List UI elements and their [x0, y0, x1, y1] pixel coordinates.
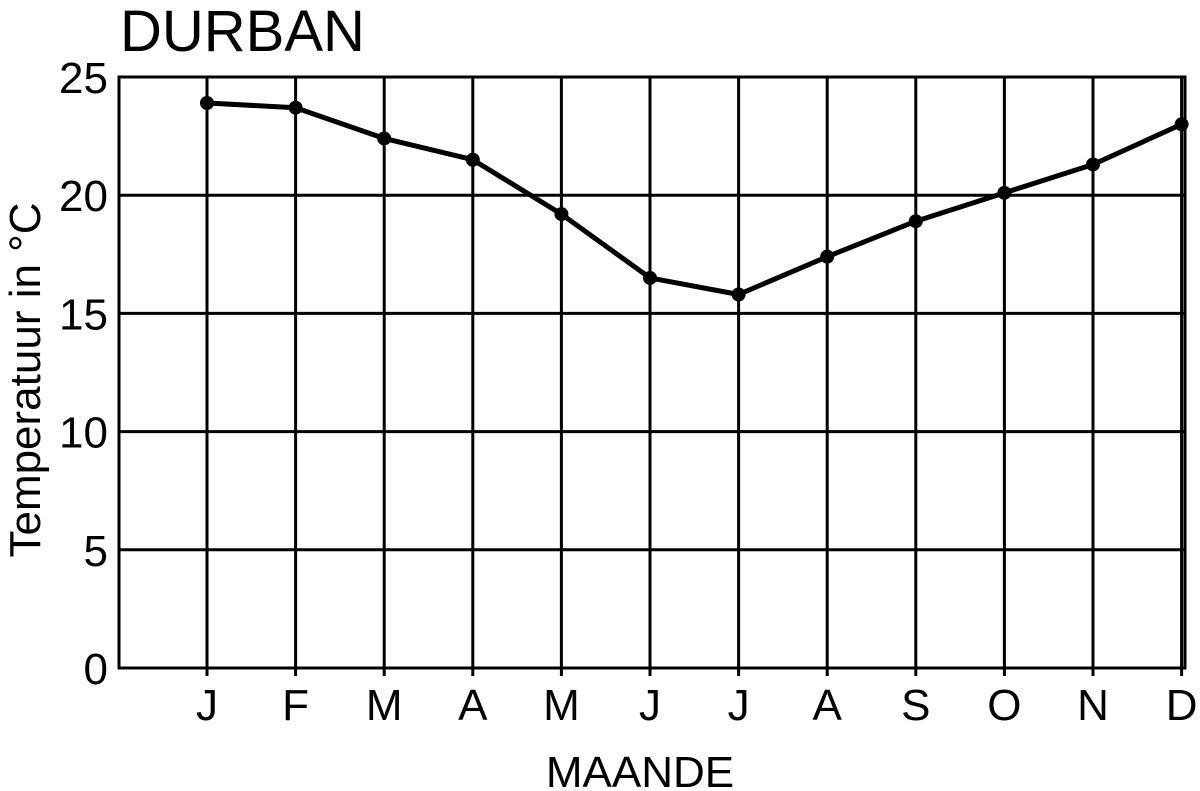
plot-border	[117, 75, 1187, 670]
x-axis-label: MAANDE	[546, 748, 734, 791]
data-point-7	[731, 287, 746, 302]
data-point-12	[1174, 117, 1189, 132]
x-tick-label-4: A	[458, 681, 488, 730]
horizontal-gridlines	[119, 75, 1185, 670]
x-tick-label-11: N	[1077, 681, 1109, 730]
x-tick-label-8: A	[813, 681, 843, 730]
x-tick-label-12: D	[1166, 681, 1198, 730]
data-point-2	[288, 100, 303, 115]
series-group	[200, 96, 1189, 302]
x-tick-label-5: M	[543, 681, 580, 730]
x-tick-label-1: J	[196, 681, 218, 730]
data-point-4	[465, 152, 480, 167]
vertical-gridlines	[205, 77, 1184, 668]
x-tick-label-3: M	[366, 681, 403, 730]
y-tick-label-20: 20	[59, 172, 108, 221]
y-tick-label-5: 5	[84, 527, 108, 576]
data-point-10	[997, 185, 1012, 200]
data-point-3	[377, 131, 392, 146]
x-tick-label-2: F	[282, 681, 309, 730]
y-tick-label-0: 0	[84, 645, 108, 694]
data-point-6	[643, 270, 657, 285]
y-tick-labels: 0 5 10 15 20 25	[59, 54, 108, 694]
x-tick-label-6: J	[639, 681, 661, 730]
x-tick-label-9: S	[901, 681, 930, 730]
y-axis-label: Temperatuur in °C	[1, 202, 50, 557]
data-point-5	[554, 207, 569, 222]
y-tick-label-15: 15	[59, 290, 108, 339]
data-point-8	[820, 249, 835, 264]
data-point-1	[200, 96, 214, 111]
data-point-11	[1086, 157, 1100, 172]
series-line	[206, 100, 1183, 297]
chart-title: DURBAN	[120, 0, 365, 64]
data-point-9	[908, 214, 923, 229]
y-tick-label-10: 10	[59, 409, 108, 458]
x-tick-label-7: J	[728, 681, 750, 730]
y-tick-label-25: 25	[59, 54, 108, 103]
x-tick-label-10: O	[987, 681, 1021, 730]
plot-frame	[117, 75, 1187, 676]
